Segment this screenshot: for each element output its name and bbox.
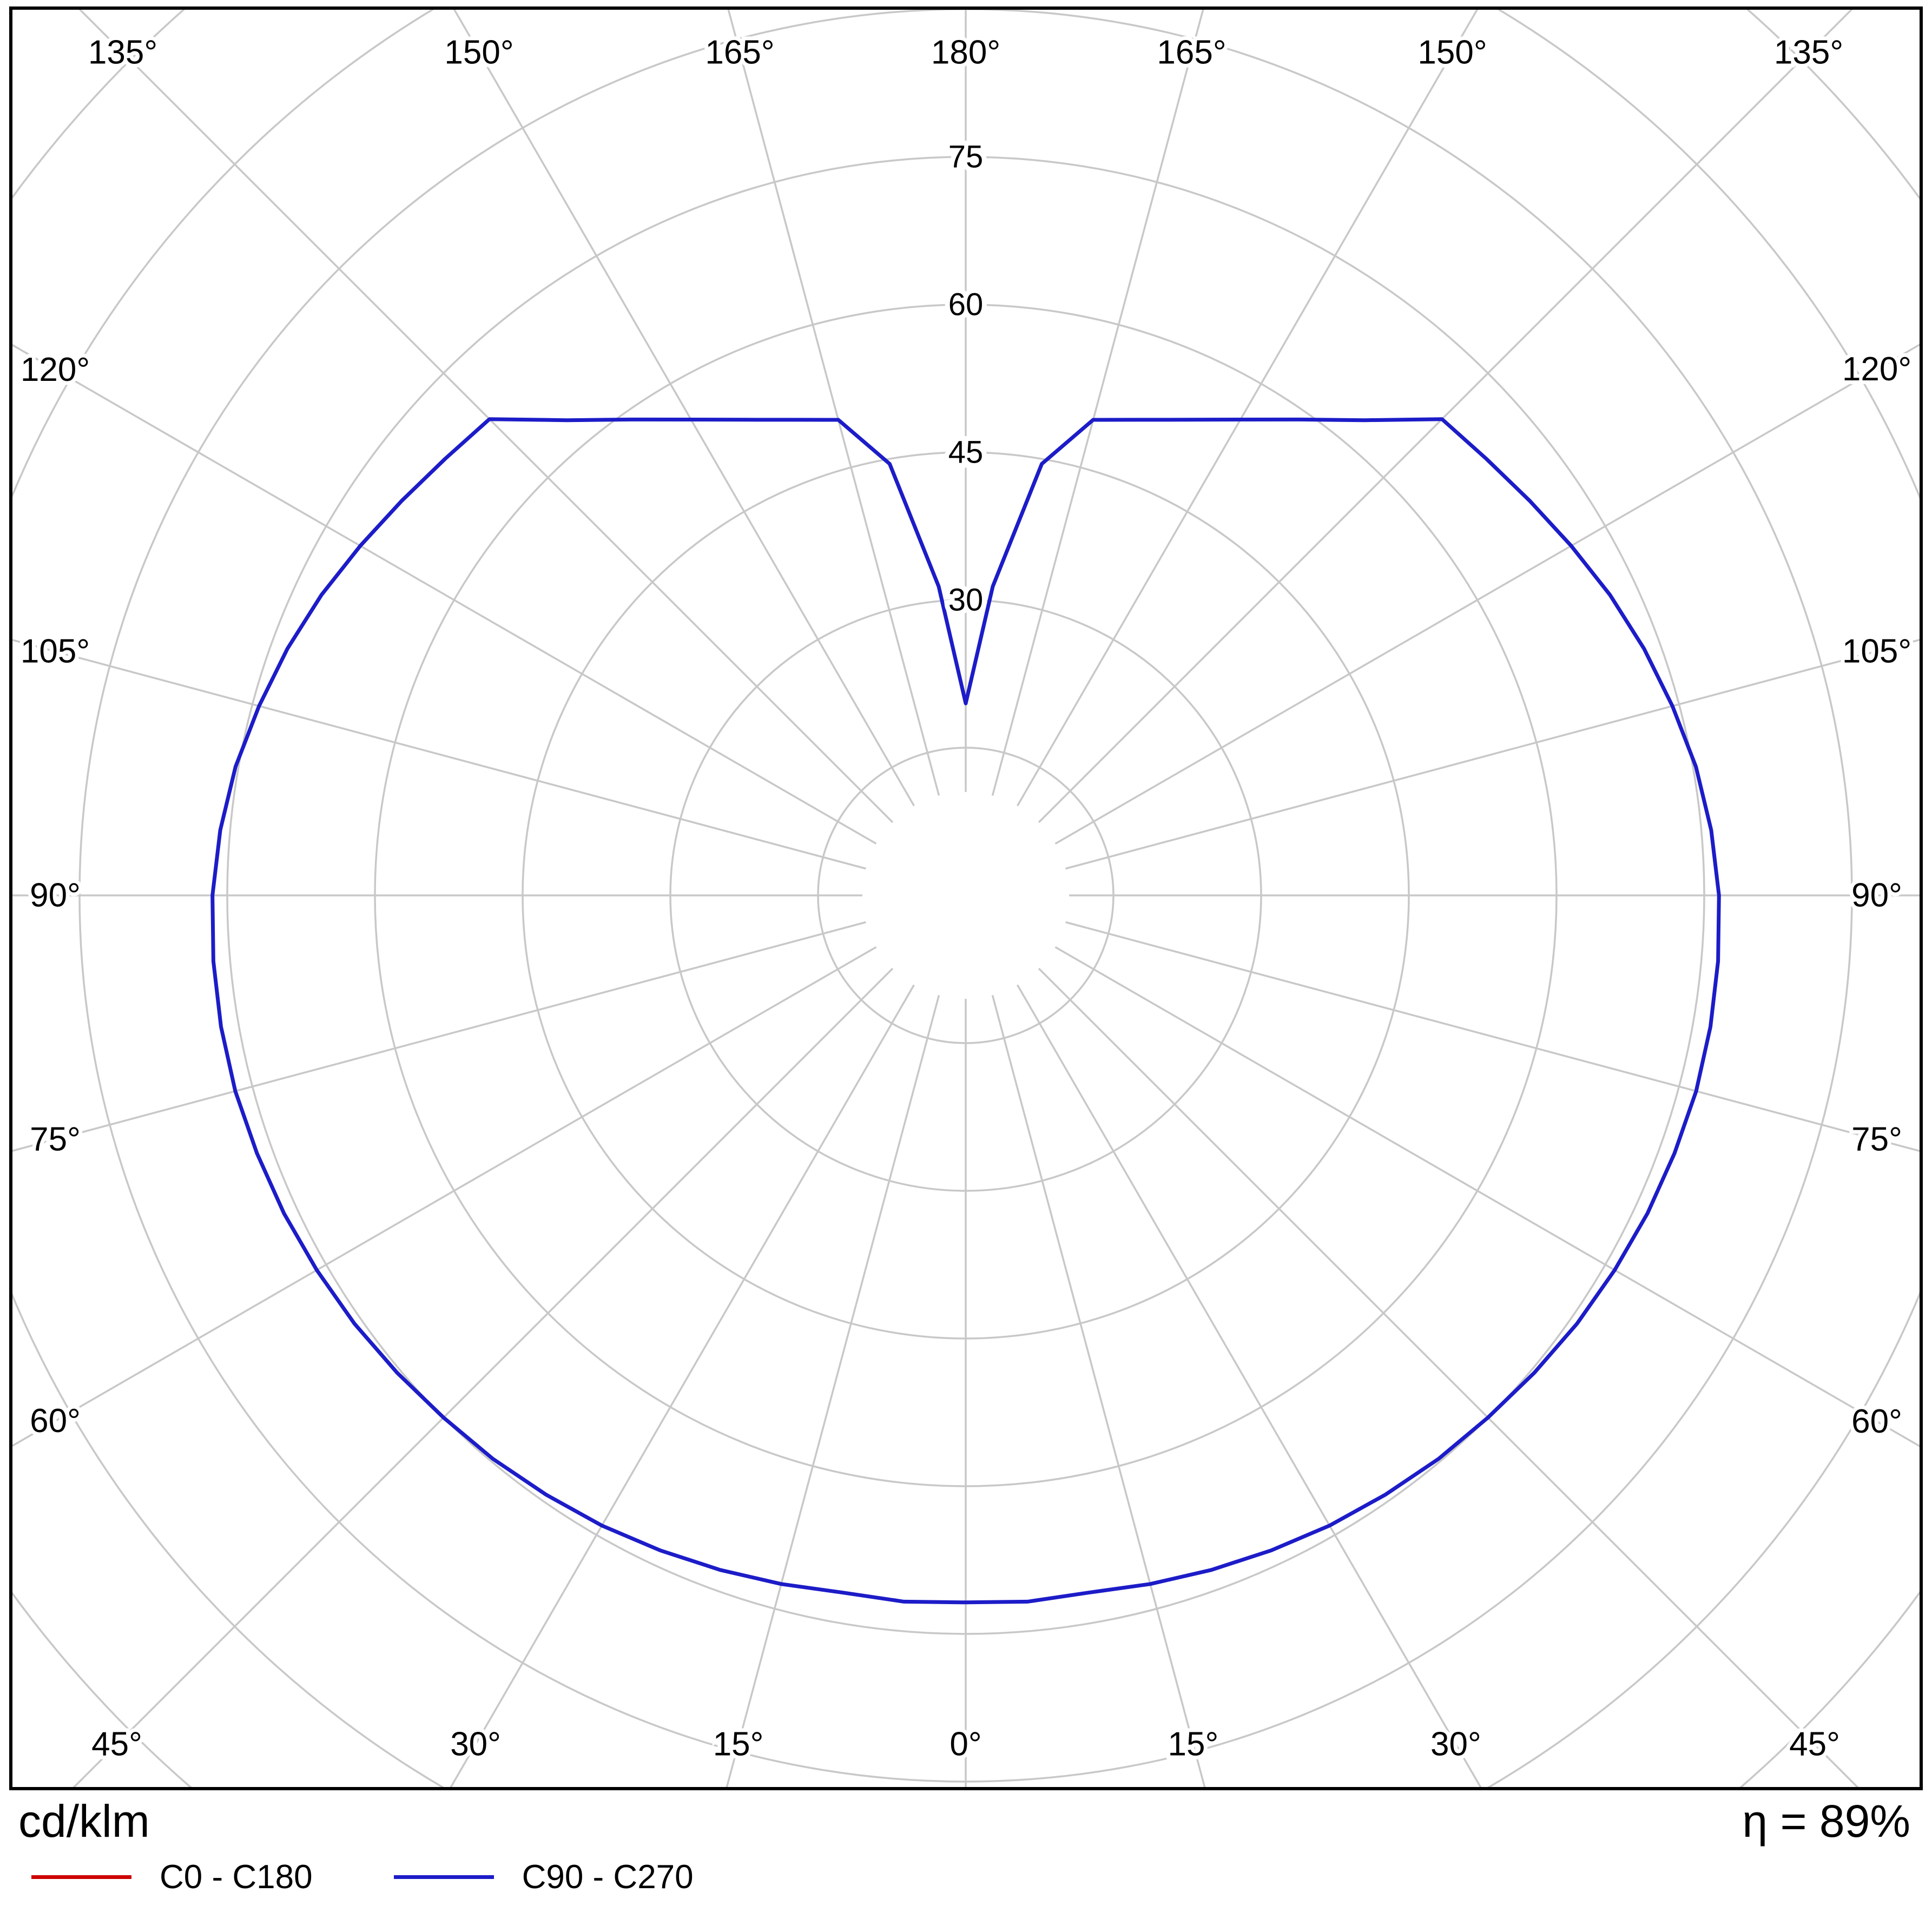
angle-label-90: 90° xyxy=(1851,877,1902,914)
angle-label-120: 120° xyxy=(1842,351,1911,388)
legend-item-c90-c270: C90 - C270 xyxy=(393,1858,694,1896)
legend-label-c90-c270: C90 - C270 xyxy=(522,1858,694,1896)
ring-label-75: 75 xyxy=(948,140,984,175)
angle-label-15: 15° xyxy=(1168,1726,1219,1763)
angle-label-105: 105° xyxy=(21,633,90,670)
angle-label-135: 135° xyxy=(88,34,157,71)
angle-label-30: 30° xyxy=(450,1726,501,1763)
legend: C0 - C180 C90 - C270 xyxy=(31,1858,1910,1896)
ring-label-60: 60 xyxy=(948,287,984,322)
legend-label-c0-c180: C0 - C180 xyxy=(160,1858,313,1896)
curves xyxy=(210,417,1721,1605)
legend-item-c0-c180: C0 - C180 xyxy=(31,1858,313,1896)
angle-label-45: 45° xyxy=(1789,1726,1840,1763)
ring-labels: 30 45 60 75 xyxy=(944,135,988,623)
angle-label-150: 150° xyxy=(1417,34,1487,71)
chart-frame xyxy=(9,6,1923,1790)
angle-label-180: 180° xyxy=(931,34,1000,71)
angle-label-30: 30° xyxy=(1430,1726,1481,1763)
legend-swatch-c90-c270 xyxy=(393,1875,494,1880)
angle-label-165: 165° xyxy=(705,34,774,71)
unit-label: cd/klm xyxy=(18,1796,150,1847)
legend-swatch-c0-c180 xyxy=(31,1875,131,1880)
angle-label-105: 105° xyxy=(1842,632,1911,670)
angle-label-150: 150° xyxy=(444,34,513,71)
angle-labels: 0° 15° 30° 45° 60° 75° 90° 105° 120° 135° 150° 165°… xyxy=(17,30,1915,1767)
ring-label-30: 30 xyxy=(948,583,984,618)
curve-c90-c270 xyxy=(210,417,1721,1605)
angle-label-0: 0° xyxy=(949,1726,981,1763)
angle-label-60: 60° xyxy=(30,1402,81,1440)
angle-label-75: 75° xyxy=(30,1121,81,1158)
angle-label-90: 90° xyxy=(30,877,81,914)
efficiency-label: η = 89% xyxy=(1742,1796,1910,1847)
angle-label-120: 120° xyxy=(21,351,90,388)
chart-footer: cd/klm η = 89% C0 - C180 C90 - C270 xyxy=(18,1796,1910,1896)
angle-label-15: 15° xyxy=(713,1726,764,1763)
ring-label-45: 45 xyxy=(948,435,984,470)
angle-label-75: 75° xyxy=(1851,1121,1902,1158)
angle-label-45: 45° xyxy=(91,1726,142,1763)
angle-label-135: 135° xyxy=(1774,34,1843,71)
angle-label-60: 60° xyxy=(1851,1403,1902,1440)
angle-label-165: 165° xyxy=(1157,34,1226,71)
footer-top-row: cd/klm η = 89% xyxy=(18,1796,1910,1847)
